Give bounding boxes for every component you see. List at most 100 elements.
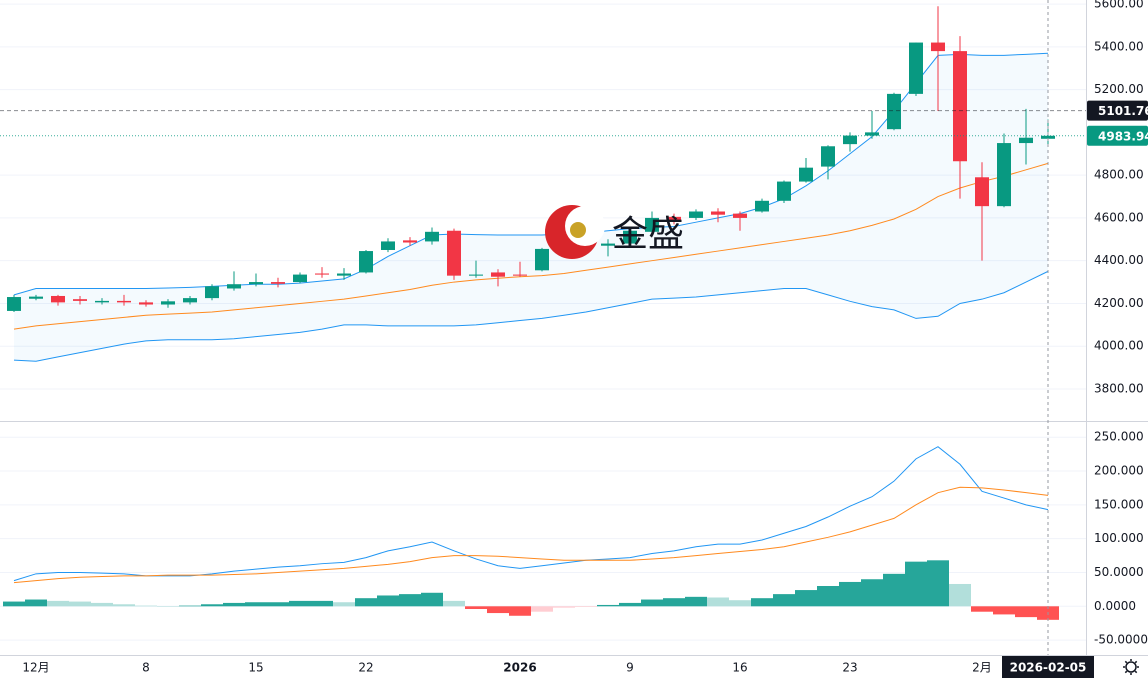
x-tick-label: 23: [842, 661, 857, 675]
candle-body: [315, 273, 329, 275]
x-tick-label: 12月: [22, 661, 49, 675]
candle-body: [425, 231, 439, 242]
histogram-bar: [289, 600, 311, 607]
histogram-bar: [443, 600, 465, 607]
candle-body: [249, 282, 263, 285]
candle-body: [469, 274, 483, 276]
x-tick-label: 2月: [972, 661, 992, 675]
histogram-bar: [663, 598, 685, 607]
gear-teeth[interactable]: [1123, 659, 1139, 675]
y-tick-label: 4000.00: [1094, 339, 1144, 353]
candle-body: [821, 146, 835, 167]
price-label-box: [1087, 100, 1148, 121]
histogram-bar: [553, 606, 575, 608]
candle-body: [271, 282, 285, 284]
y-tick-label: 0.0000: [1094, 599, 1136, 613]
histogram-bar: [993, 606, 1015, 615]
y-tick-label: 50.0000: [1094, 565, 1144, 579]
y-tick-label: 3800.00: [1094, 381, 1144, 395]
candle-body: [29, 296, 43, 299]
candle-body: [975, 177, 989, 207]
candle-body: [865, 132, 879, 136]
histogram-bar: [157, 606, 179, 607]
candle-body: [51, 295, 65, 303]
histogram-bar: [685, 596, 707, 607]
candle-body: [73, 299, 87, 301]
crosshair-date-box: [1002, 656, 1094, 678]
price-label: 5101.76: [1098, 104, 1148, 118]
y-tick-label: 5400.00: [1094, 39, 1144, 53]
histogram-bar: [91, 602, 113, 607]
candle-body: [909, 42, 923, 94]
candle-body: [733, 213, 747, 218]
logo-cut: [565, 206, 605, 246]
histogram-bar: [641, 599, 663, 607]
logo: 金盛: [545, 205, 684, 259]
x-tick-label: 16: [732, 661, 747, 675]
candle-body: [953, 51, 967, 162]
settings-icon[interactable]: [1123, 659, 1139, 675]
histogram-bar: [773, 594, 795, 607]
histogram-bar: [531, 606, 553, 612]
y-tick-label: 250.000: [1094, 430, 1144, 444]
histogram-bar: [3, 601, 25, 607]
histogram-bar: [729, 600, 751, 607]
histogram-bar: [333, 602, 355, 607]
histogram-bar: [597, 604, 619, 607]
price-label-box: [1087, 125, 1148, 146]
histogram-bar: [861, 579, 883, 607]
candle-body: [381, 241, 395, 250]
histogram-bar: [113, 604, 135, 607]
candle-body: [7, 297, 21, 311]
macd-line: [13, 486, 1049, 584]
candle-body: [491, 272, 505, 277]
histogram-bar: [905, 561, 927, 607]
histogram-bar: [751, 598, 773, 607]
candle-body: [161, 301, 175, 305]
candle-body: [359, 251, 373, 273]
candle-body: [117, 300, 131, 303]
candle-body: [843, 135, 857, 145]
histogram-bar: [311, 600, 333, 607]
candle-body: [513, 274, 527, 276]
histogram-bar: [377, 595, 399, 607]
histogram-bar: [135, 605, 157, 607]
histogram-bar: [245, 602, 267, 607]
x-tick-label: 8: [142, 661, 150, 675]
candle-body: [227, 284, 241, 289]
histogram-bar: [47, 600, 69, 607]
band-line: [13, 52, 1049, 296]
histogram-bar: [179, 605, 201, 607]
y-tick-label: -50.0000: [1094, 633, 1148, 647]
gear[interactable]: [1125, 661, 1137, 673]
candle-body: [205, 286, 219, 299]
y-tick-label: 5200.00: [1094, 82, 1144, 96]
candle-body: [711, 211, 725, 215]
histogram-bar: [927, 560, 949, 607]
candle-body: [887, 93, 901, 130]
candle-body: [755, 200, 769, 212]
candle-body: [689, 211, 703, 218]
histogram-bar: [619, 602, 641, 607]
histogram-bar: [509, 606, 531, 616]
y-tick-label: 100.000: [1094, 531, 1144, 545]
histogram-bar: [795, 590, 817, 607]
candle-body: [447, 230, 461, 276]
x-tick-label: 2026: [503, 661, 536, 675]
histogram-bar: [355, 598, 377, 607]
histogram-bar: [465, 606, 487, 610]
histogram-bar: [883, 573, 905, 607]
candle-body: [1041, 135, 1055, 139]
candle-body: [645, 217, 659, 232]
x-tick-label: 15: [248, 661, 263, 675]
x-tick-label: 22: [358, 661, 373, 675]
candle-body: [95, 300, 109, 303]
histogram-bar: [25, 599, 47, 607]
histogram-bar: [421, 592, 443, 607]
y-tick-label: 4600.00: [1094, 210, 1144, 224]
y-tick-label: 150.000: [1094, 497, 1144, 511]
candle-body: [799, 167, 813, 182]
